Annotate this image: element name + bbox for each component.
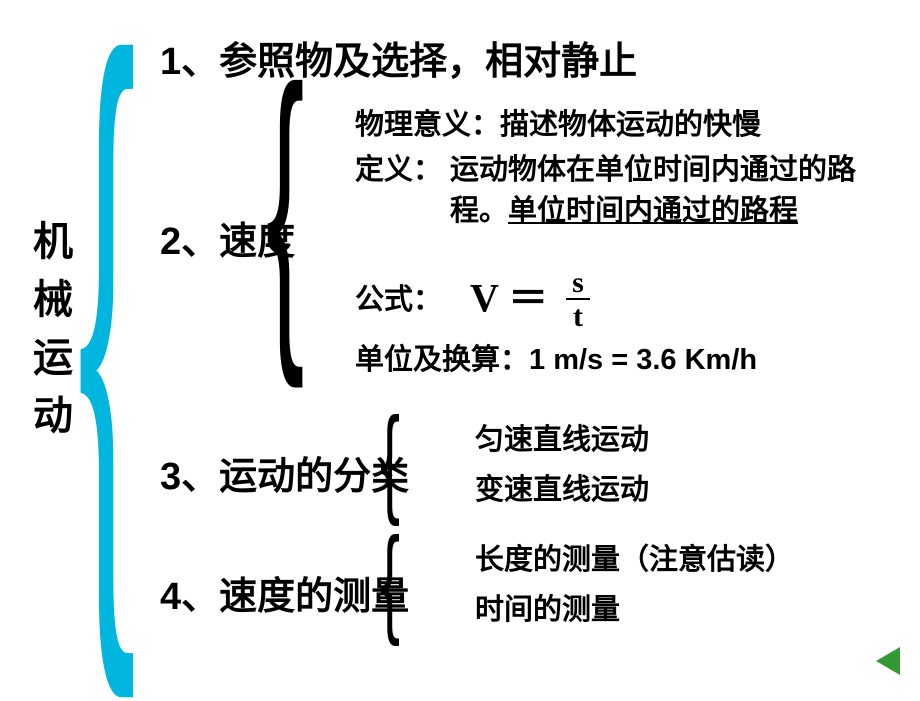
motion-type-variable: 变速直线运动 [475,470,649,511]
brace-speed: { [266,40,305,370]
brace-main: { [78,0,136,660]
measure-time: 时间的测量 [475,590,620,631]
speed-formula-label: 公式： [355,280,442,321]
speed-def-text: 运动物体在单位时间内通过的路程。单位时间内通过的路程 [450,150,880,231]
speed-unit: 单位及换算：1 m/s = 3.6 Km/h [355,340,757,381]
formula-den: t [567,300,589,333]
root-title: 机械运动 [20,220,78,452]
formula-eq: ＝ [508,276,548,321]
item-measurement: 4、速度的测量 [160,565,409,620]
speed-def-label: 定义： [355,150,442,191]
speed-unit-label: 单位及换算： [355,344,529,376]
speed-meaning-text: 描述物体运动的快慢 [500,109,761,141]
item-motion-types: 3、运动的分类 [160,445,409,500]
brace-motion: { [380,400,400,520]
measure-length: 长度的测量（注意估读） [475,540,794,581]
formula-fraction: s t [566,268,590,333]
formula-num: s [566,268,590,300]
speed-meaning: 物理意义：描述物体运动的快慢 [355,105,761,146]
formula-v: V [470,276,498,321]
brace-measure: { [380,520,400,640]
motion-type-uniform: 匀速直线运动 [475,420,649,461]
speed-meaning-label: 物理意义： [355,109,500,141]
speed-unit-value: 1 m/s = 3.6 Km/h [529,344,757,376]
back-arrow-icon[interactable] [876,647,900,675]
speed-formula: V ＝ s t [470,270,590,335]
speed-def-2: 单位时间内通过的路程 [508,195,798,227]
item-reference: 1、参照物及选择，相对静止 [160,30,637,85]
